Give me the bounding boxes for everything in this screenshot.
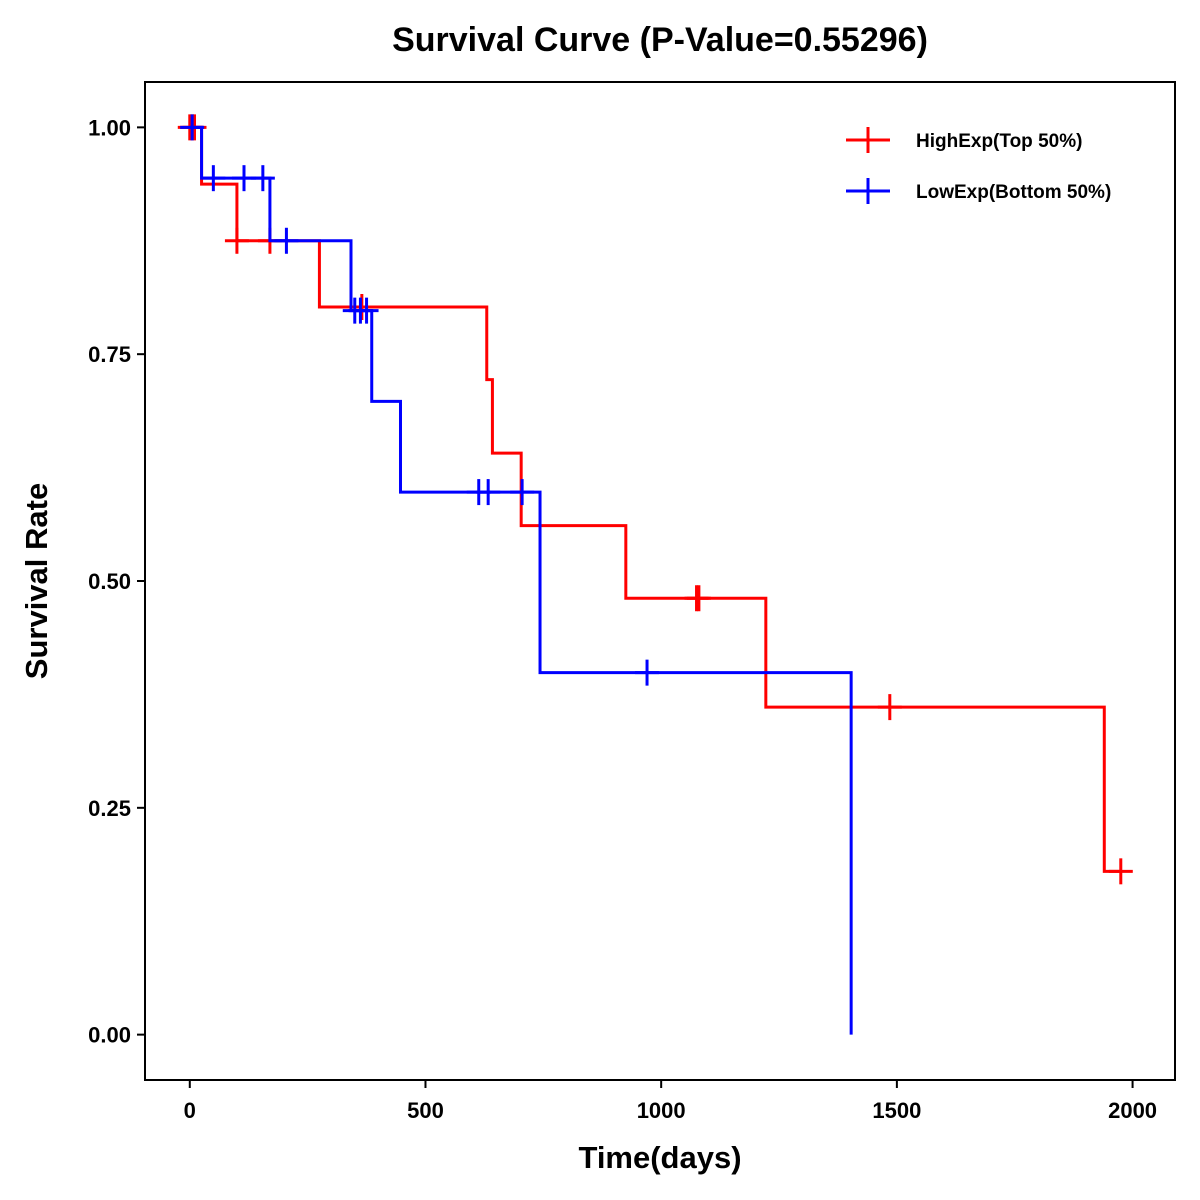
censor-mark: [250, 165, 275, 192]
y-tick-label: 0.25: [88, 796, 131, 821]
censor-mark: [476, 479, 501, 506]
x-tick-label: 2000: [1108, 1098, 1157, 1123]
legend-label-0: HighExp(Top 50%): [916, 131, 1082, 152]
x-tick-label: 1500: [872, 1098, 921, 1123]
series-line-0: [189, 125, 1121, 873]
x-tick-label: 500: [407, 1098, 444, 1123]
censor-mark: [274, 227, 299, 254]
y-tick-label: 0.50: [88, 569, 131, 594]
censor-mark: [510, 479, 535, 506]
legend-label-1: LowExp(Bottom 50%): [916, 182, 1111, 203]
censor-mark: [1108, 858, 1133, 885]
y-axis: 0.00 0.25 0.50 0.75 1.00: [88, 115, 145, 1048]
censor-mark: [180, 114, 205, 141]
censor-mark: [686, 585, 711, 612]
censor-mark: [354, 297, 379, 324]
y-tick-label: 0.00: [88, 1023, 131, 1048]
x-tick-label: 0: [184, 1098, 196, 1123]
series-layer: [177, 114, 1133, 1035]
x-tick-label: 1000: [637, 1098, 686, 1123]
censor-mark: [224, 227, 249, 254]
legend-key-1: [846, 178, 890, 204]
censor-mark: [635, 659, 660, 686]
legend: HighExp(Top 50%) LowExp(Bottom 50%): [846, 127, 1111, 204]
censor-mark: [877, 694, 902, 721]
x-axis-label: Time(days): [578, 1140, 741, 1175]
legend-key-0: [846, 127, 890, 153]
y-tick-label: 0.75: [88, 342, 131, 367]
x-axis: 0 500 1000 1500 2000: [184, 1080, 1157, 1123]
censor-mark: [201, 165, 226, 192]
y-tick-label: 1.00: [88, 115, 131, 140]
chart-title: Survival Curve (P-Value=0.55296): [392, 21, 928, 59]
y-axis-label: Survival Rate: [19, 483, 54, 679]
